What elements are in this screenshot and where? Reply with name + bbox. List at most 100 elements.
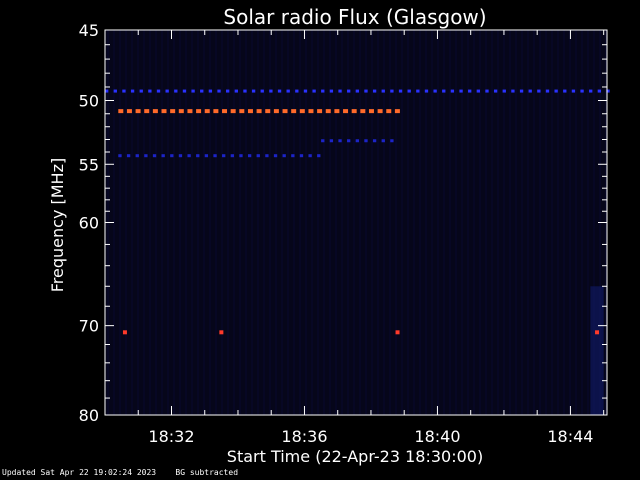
band-segment (519, 89, 524, 93)
band-segment (213, 109, 219, 114)
band-segment (122, 89, 126, 93)
band-segment (563, 89, 567, 93)
x-tick-label: 18:44 (547, 427, 593, 446)
band-segment (424, 89, 429, 93)
band-segment (256, 109, 262, 114)
y-axis-label: Frequency [MHz] (48, 158, 67, 292)
background-stripe (563, 30, 565, 415)
background-stripe (209, 30, 211, 415)
band-segment (329, 139, 334, 143)
band-segment (334, 109, 340, 114)
band-segment (126, 109, 132, 114)
band-segment (204, 154, 209, 158)
band-segment (476, 89, 481, 93)
band-segment (178, 154, 183, 158)
band-segment (589, 89, 593, 93)
band-segment (182, 89, 187, 93)
background-stripe (293, 30, 295, 415)
band-segment (308, 154, 312, 158)
background-stripe (221, 30, 223, 415)
band-segment (355, 89, 359, 93)
background-stripe (179, 30, 181, 415)
background-stripe (347, 30, 349, 415)
band-segment (226, 89, 230, 93)
band-segment (299, 109, 305, 114)
background-stripe (197, 30, 199, 415)
band-segment (243, 89, 247, 93)
band-segment (545, 89, 550, 93)
background-stripe (443, 30, 445, 415)
band-segment (528, 89, 532, 93)
band-segment (191, 89, 195, 93)
band-segment (156, 89, 161, 93)
band-segment (260, 89, 264, 93)
background-stripe (191, 30, 193, 415)
background-stripe (521, 30, 523, 415)
band-segment (139, 89, 143, 93)
band-segment (355, 139, 359, 143)
band-segment (329, 89, 334, 93)
band-segment (364, 89, 368, 93)
y-tick-label: 55 (79, 155, 99, 174)
band-segment (196, 154, 200, 158)
band-segment (273, 109, 279, 114)
band-segment (234, 89, 238, 93)
band-segment (381, 139, 385, 143)
band-segment (113, 89, 117, 93)
background-stripe (299, 30, 301, 415)
background-stripe (449, 30, 451, 415)
band-segment (364, 139, 368, 143)
band-segment (230, 109, 236, 114)
background-stripe (479, 30, 481, 415)
band-segment (511, 89, 515, 93)
band-segment (265, 154, 269, 158)
band-segment (390, 89, 394, 93)
background-stripe (509, 30, 511, 415)
band-segment (187, 154, 191, 158)
band-segment (277, 89, 282, 93)
band-segment (135, 154, 139, 158)
band-segment (347, 89, 351, 93)
background-stripe (281, 30, 283, 415)
band-segment (170, 154, 174, 158)
band-segment (251, 89, 256, 93)
y-tick-label: 45 (79, 21, 99, 40)
x-tick-label: 18:40 (414, 427, 460, 446)
background-stripe (389, 30, 391, 415)
band-segment (239, 109, 245, 114)
background-stripe (503, 30, 505, 415)
band-segment (230, 154, 234, 158)
background-stripe (215, 30, 217, 415)
band-segment (485, 89, 489, 93)
band-segment (105, 89, 109, 93)
background-stripe (233, 30, 235, 415)
background-stripe (161, 30, 163, 415)
band-segment (433, 89, 437, 93)
background-stripe (575, 30, 577, 415)
band-segment (360, 109, 366, 114)
band-segment (442, 89, 446, 93)
band-segment (347, 139, 351, 143)
band-segment (126, 154, 131, 158)
band-segment (338, 89, 342, 93)
background-stripe (317, 30, 319, 415)
band-segment (282, 154, 286, 158)
band-segment (580, 89, 584, 93)
band-segment (222, 109, 228, 114)
band-segment (152, 109, 158, 114)
y-tick-label: 60 (79, 214, 99, 233)
band-segment (398, 89, 403, 93)
background-stripe (359, 30, 361, 415)
background-stripe (587, 30, 589, 415)
band-segment (554, 89, 558, 93)
background-stripe (143, 30, 145, 415)
band-segment (256, 154, 260, 158)
background-stripe (353, 30, 355, 415)
background-stripe (287, 30, 289, 415)
background-stripe (431, 30, 433, 415)
band-segment (165, 89, 169, 93)
spike-mark (219, 330, 224, 335)
band-segment (217, 89, 221, 93)
background-stripe (137, 30, 139, 415)
